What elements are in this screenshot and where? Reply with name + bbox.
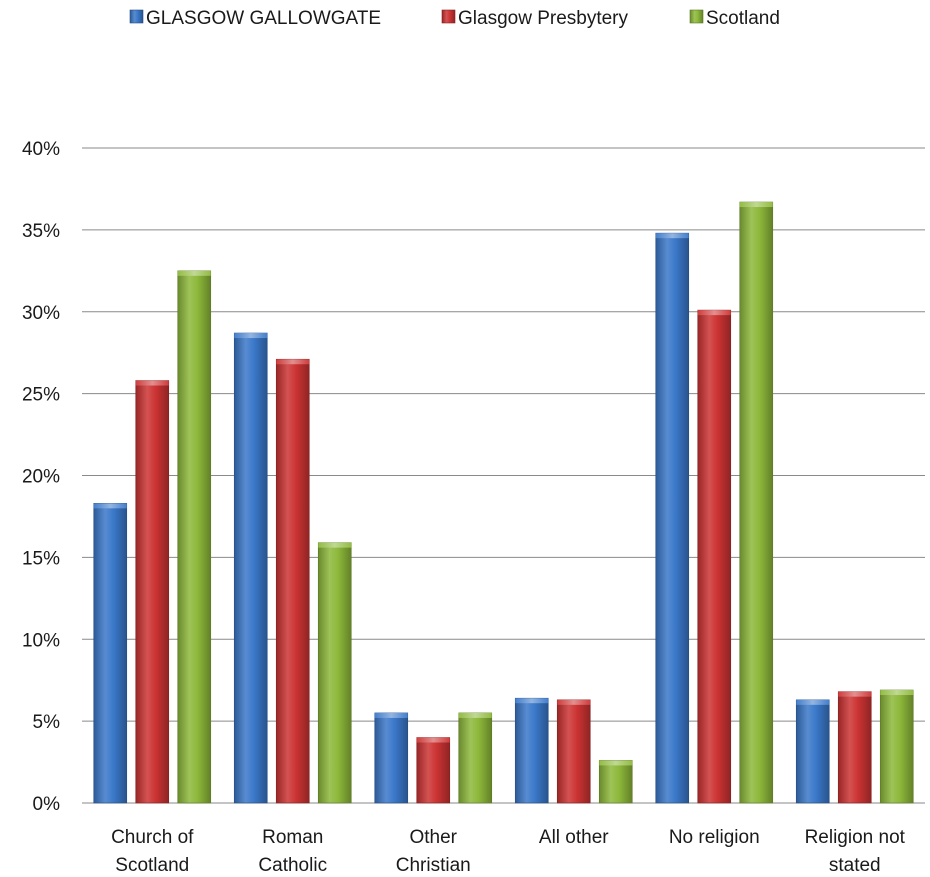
y-tick-label: 30% <box>22 303 60 324</box>
y-tick-label: 20% <box>22 467 60 488</box>
bar <box>374 712 409 804</box>
bar <box>275 358 310 804</box>
bar <box>416 737 451 804</box>
legend-item: Glasgow Presbytery <box>441 8 629 29</box>
x-axis: Church of Scotland Roman Catholic Other Chris… <box>111 827 906 876</box>
y-tick-label: 15% <box>22 548 60 569</box>
bar <box>514 697 549 804</box>
bar <box>697 309 732 804</box>
y-tick-label: 10% <box>22 630 60 651</box>
x-tick-label: Roman Catholic <box>258 827 327 876</box>
x-tick-label: Religion not stated <box>805 827 906 876</box>
y-tick-label: 25% <box>22 385 60 406</box>
legend-label: GLASGOW GALLOWGATE <box>146 8 381 29</box>
legend-item: GLASGOW GALLOWGATE <box>129 8 381 29</box>
bar <box>556 699 591 804</box>
legend: GLASGOW GALLOWGATE Glasgow Presbytery Scot… <box>129 8 780 29</box>
bar <box>458 712 493 804</box>
bar <box>135 380 170 804</box>
bars <box>93 201 914 804</box>
bar <box>598 760 633 804</box>
legend-label: Scotland <box>706 8 780 29</box>
bar <box>837 691 872 804</box>
x-tick-label: Church of Scotland <box>111 827 194 876</box>
x-tick-label: All other <box>539 827 609 848</box>
bar <box>317 542 352 804</box>
y-tick-label: 40% <box>22 139 60 160</box>
y-tick-label: 0% <box>33 794 61 815</box>
gridlines <box>82 147 925 804</box>
legend-item: Scotland <box>689 8 780 29</box>
x-tick-label: No religion <box>669 827 760 848</box>
bar <box>739 201 774 804</box>
y-tick-label: 35% <box>22 221 60 242</box>
bar <box>93 503 128 804</box>
bar <box>879 689 914 804</box>
bar <box>233 332 268 804</box>
bar <box>655 232 690 804</box>
bar <box>795 699 830 804</box>
legend-swatch <box>441 9 456 24</box>
legend-label: Glasgow Presbytery <box>458 8 629 29</box>
x-tick-label: Other Christian <box>396 827 471 876</box>
y-axis: 0% 5% 10% 15% 20% 25% 30% 35% 40% <box>22 139 60 815</box>
bar <box>177 270 212 804</box>
legend-swatch <box>129 9 144 24</box>
y-tick-label: 5% <box>33 712 61 733</box>
legend-swatch <box>689 9 704 24</box>
